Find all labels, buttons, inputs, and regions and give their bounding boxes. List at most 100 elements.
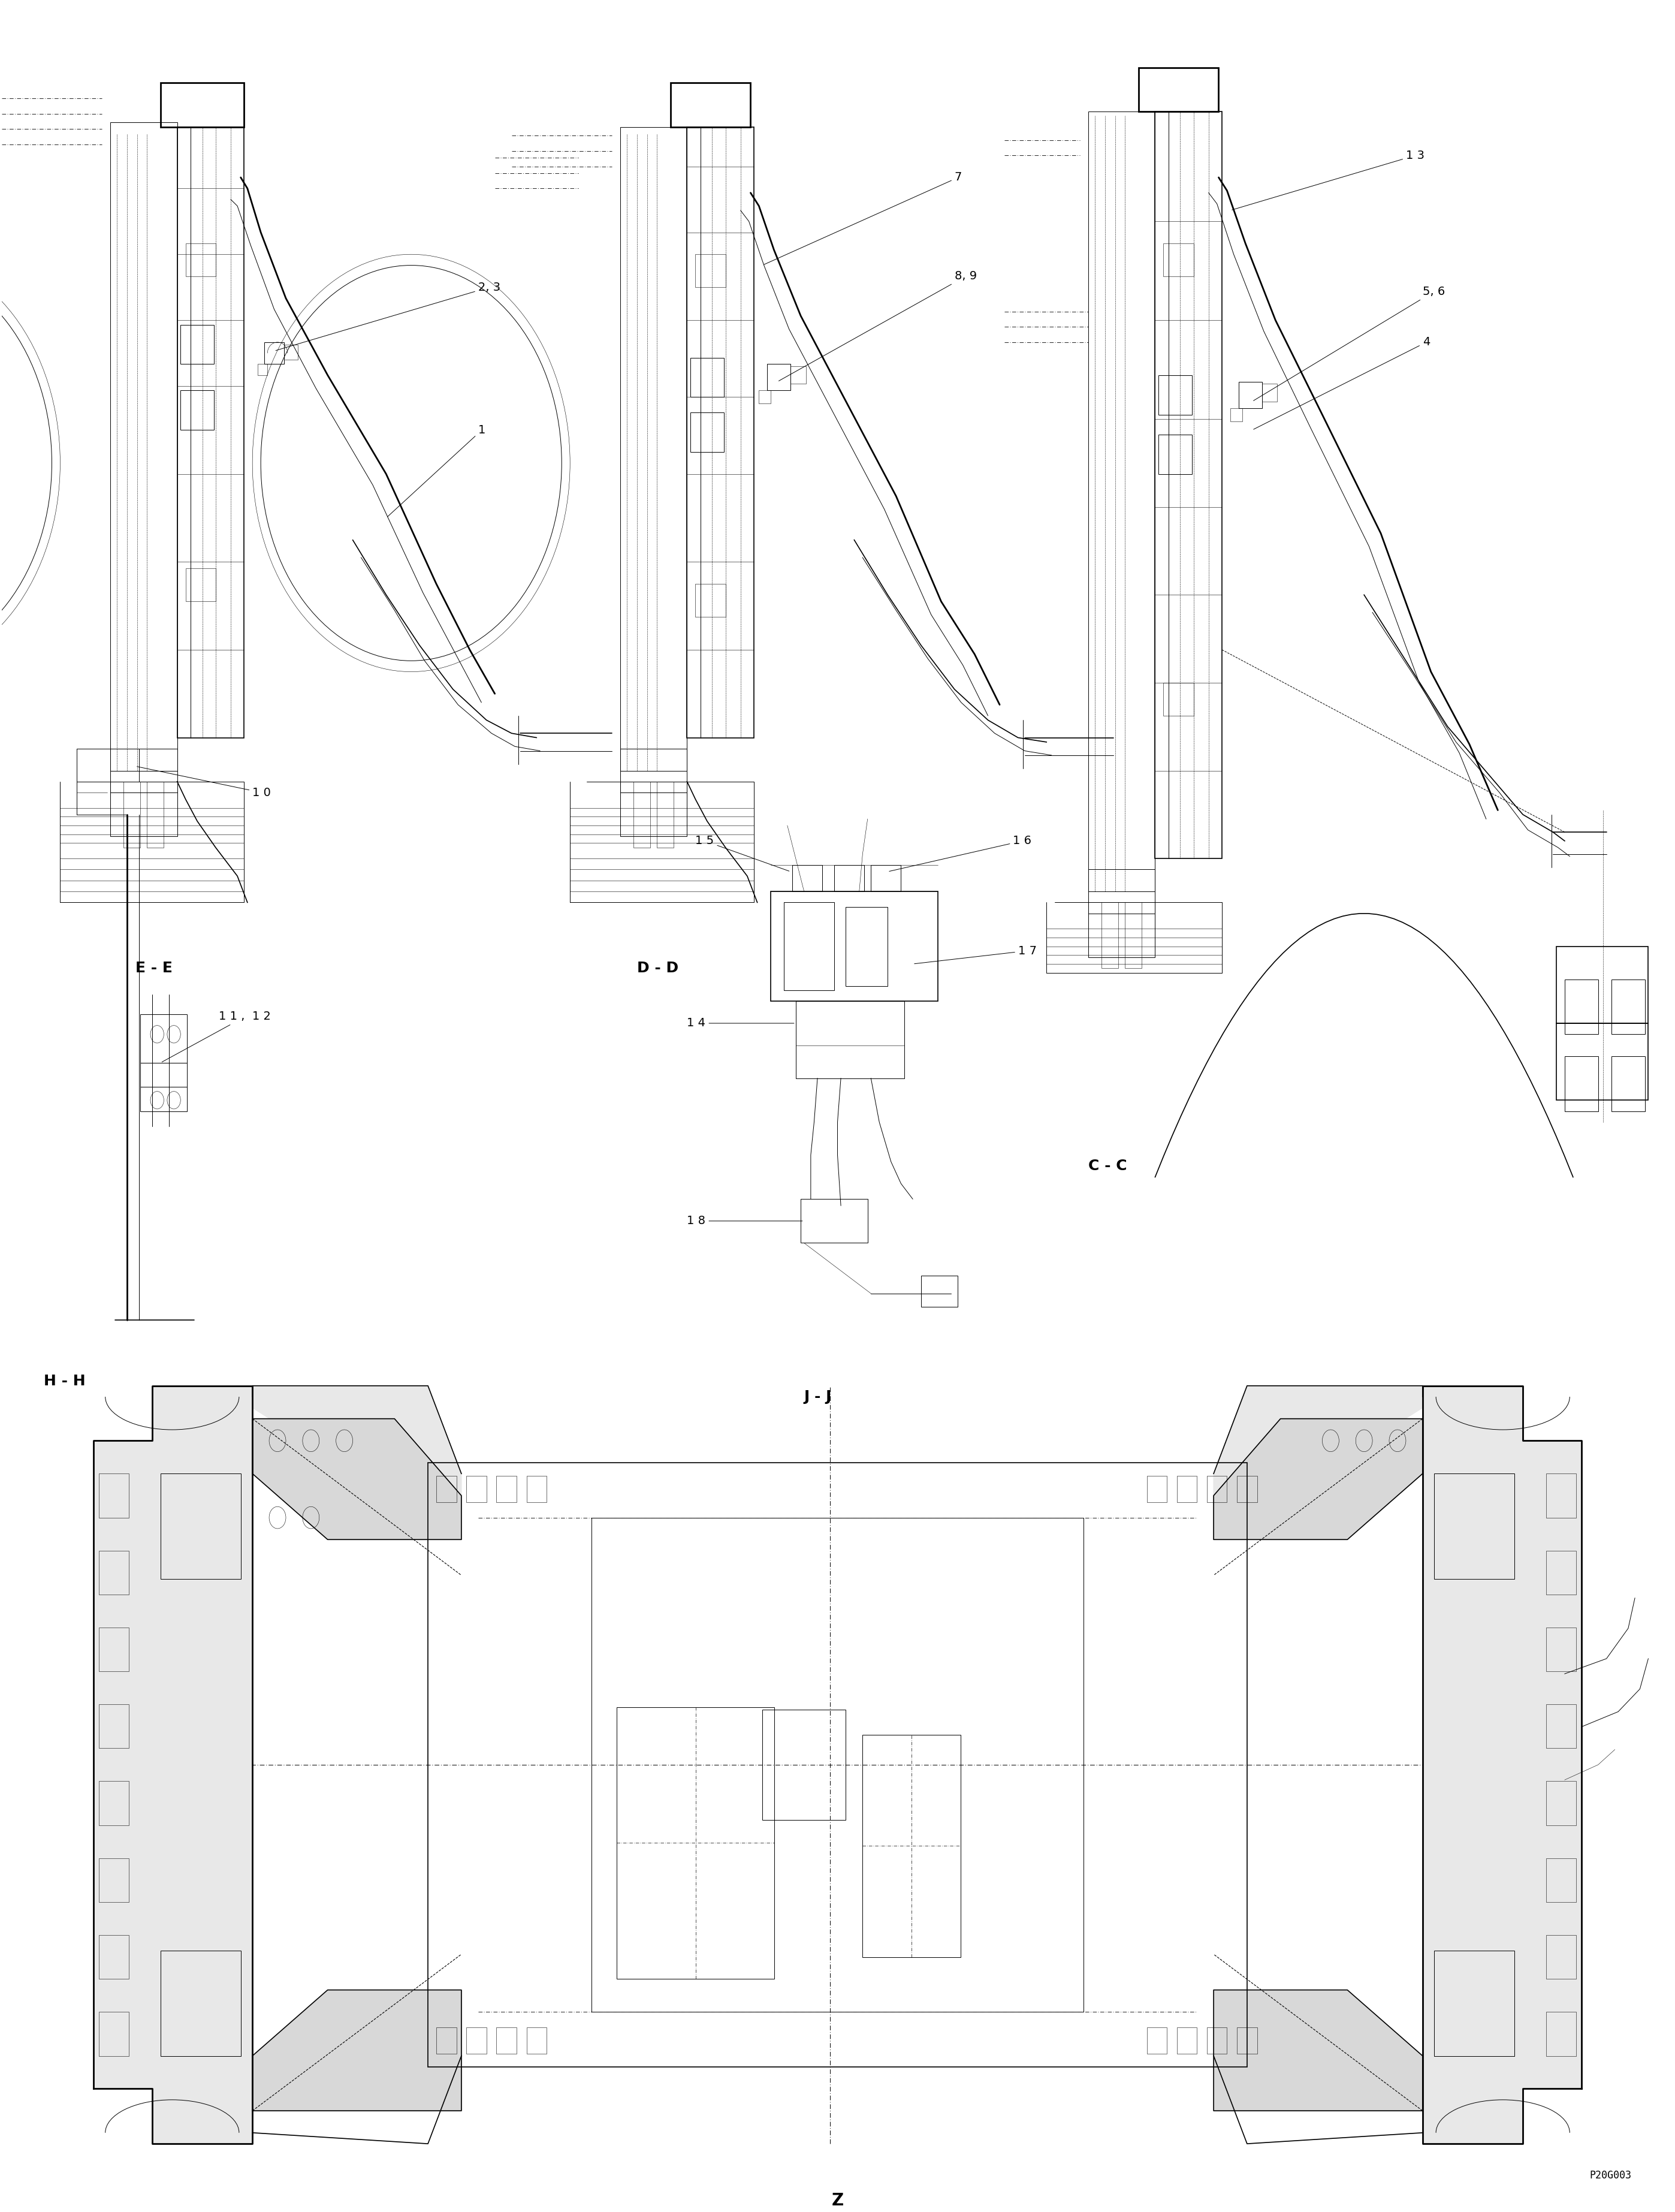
Bar [1102, 902, 1119, 969]
Bar [1546, 1628, 1576, 1672]
Bar [1231, 407, 1243, 420]
Bar [161, 1473, 241, 1579]
Bar [1564, 980, 1598, 1035]
Text: Z: Z [831, 2192, 844, 2210]
Bar [633, 781, 650, 847]
Bar [687, 126, 754, 737]
Bar [791, 367, 806, 385]
Bar [1546, 1551, 1576, 1595]
Bar [186, 243, 216, 276]
Polygon shape [253, 1385, 461, 1540]
Bar [1159, 376, 1193, 414]
Bar [1546, 1781, 1576, 1825]
Bar [496, 1475, 516, 1502]
Bar [801, 1199, 868, 1243]
Bar [620, 781, 687, 836]
Polygon shape [94, 1385, 253, 2143]
Bar [616, 1708, 774, 1980]
Bar [863, 1734, 960, 1958]
Bar [1546, 1935, 1576, 1980]
Bar [1434, 1951, 1514, 2055]
Bar [1546, 2013, 1576, 2055]
Bar [1564, 1055, 1598, 1110]
Polygon shape [1214, 1991, 1422, 2110]
Bar [695, 584, 725, 617]
Text: C - C: C - C [1089, 1159, 1127, 1172]
Bar [181, 325, 214, 365]
Bar [1126, 902, 1142, 969]
Bar [99, 1703, 129, 1747]
Bar [161, 84, 245, 126]
Bar [1238, 2026, 1258, 2053]
Text: P20G003: P20G003 [1590, 2170, 1631, 2181]
Bar [871, 865, 901, 891]
Bar [921, 1276, 958, 1307]
Bar [784, 902, 834, 991]
Bar [1156, 111, 1223, 858]
Bar [792, 865, 822, 891]
Polygon shape [1214, 1418, 1422, 1540]
Text: 1 1 ,  1 2: 1 1 , 1 2 [162, 1011, 271, 1062]
Bar [141, 1062, 188, 1110]
Bar [1178, 2026, 1198, 2053]
Bar [695, 254, 725, 288]
Bar [690, 411, 724, 451]
Bar [178, 126, 245, 737]
Bar [99, 1473, 129, 1517]
Text: 4: 4 [1253, 336, 1430, 429]
Text: D - D: D - D [636, 962, 678, 975]
Bar [834, 865, 864, 891]
Polygon shape [253, 1418, 461, 1540]
Polygon shape [253, 1991, 461, 2110]
Bar [1164, 243, 1194, 276]
Text: 5, 6: 5, 6 [1253, 285, 1446, 400]
Bar [111, 122, 178, 770]
Bar [141, 1015, 188, 1062]
Bar [1546, 1703, 1576, 1747]
Bar [1240, 383, 1261, 407]
Bar [657, 781, 673, 847]
Bar [670, 84, 750, 126]
Text: H - H: H - H [44, 1374, 85, 1389]
Bar [436, 1475, 456, 1502]
Bar [99, 1858, 129, 1902]
Bar [1139, 69, 1219, 111]
Text: 1 4: 1 4 [687, 1018, 794, 1029]
Bar [1208, 1475, 1228, 1502]
Text: 8, 9: 8, 9 [779, 270, 977, 380]
Bar [1089, 869, 1156, 914]
Bar [265, 343, 285, 365]
Bar [1159, 434, 1193, 473]
Bar [620, 748, 687, 792]
Polygon shape [1422, 1385, 1581, 2143]
Bar [620, 126, 687, 770]
Bar [1261, 385, 1276, 403]
Bar [767, 365, 791, 392]
Bar [591, 1517, 1084, 2013]
Bar [111, 781, 178, 836]
Bar [1546, 1473, 1576, 1517]
Text: 1: 1 [387, 425, 486, 518]
Bar [258, 365, 268, 376]
Bar [111, 748, 178, 792]
Bar [771, 891, 938, 1002]
Bar [796, 1002, 905, 1077]
Bar [526, 2026, 546, 2053]
Bar [846, 907, 888, 987]
Bar [99, 1551, 129, 1595]
Bar [496, 2026, 516, 2053]
Text: 1 8: 1 8 [687, 1214, 802, 1228]
Bar [1164, 684, 1194, 717]
Bar [186, 568, 216, 602]
Bar [1611, 980, 1645, 1035]
Text: 1 5: 1 5 [695, 836, 789, 872]
Bar [1147, 1475, 1167, 1502]
Bar [99, 2013, 129, 2055]
Bar [1556, 947, 1648, 1024]
Bar [1089, 902, 1156, 958]
Text: 1 0: 1 0 [137, 768, 271, 799]
Bar [99, 1781, 129, 1825]
Bar [124, 781, 141, 847]
Bar [762, 1710, 846, 1820]
Bar [1208, 2026, 1228, 2053]
